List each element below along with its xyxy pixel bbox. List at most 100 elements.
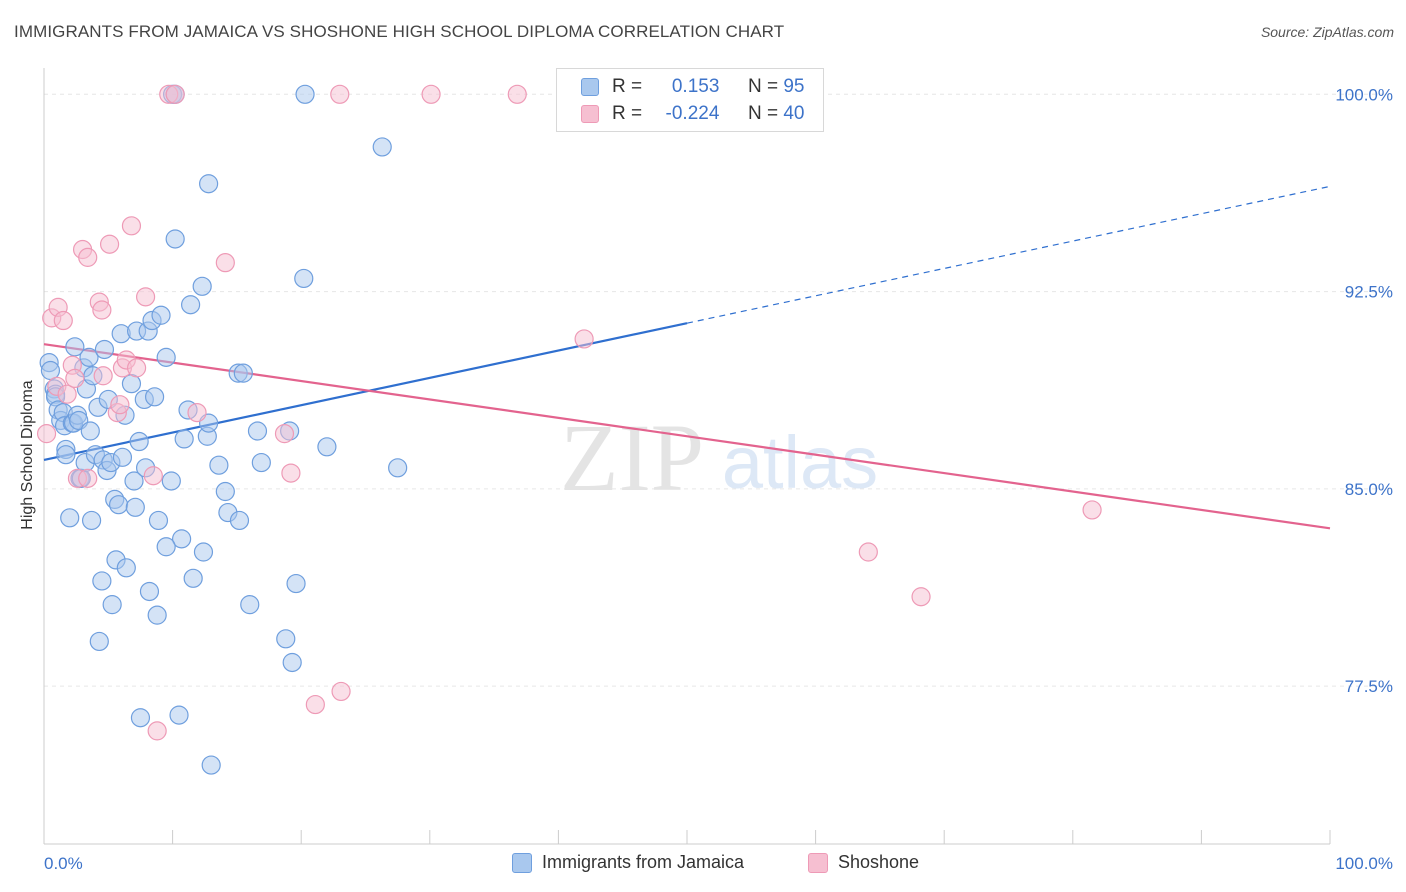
jamaica-point [89,631,109,652]
axes [43,68,1331,845]
tick-labels: 77.5% 85.0% 92.5% 100.0% 0.0% 100.0% [44,85,1393,873]
jamaica-point [251,452,271,473]
jamaica-point [148,510,169,531]
jamaica-point [94,339,115,360]
x-tick-label-min: 0.0% [44,854,83,873]
jamaica-point [165,229,185,249]
shoshone-point [78,468,98,488]
shoshone-point [36,424,57,444]
legend-label-shoshone: Shoshone [838,852,920,872]
shoshone-point [574,329,594,349]
jamaica-point [79,347,99,367]
shoshone-point [507,84,527,104]
jamaica-point [372,137,392,157]
legend-n-label: N = [747,103,779,124]
jamaica-point [125,497,145,517]
jamaica-point [174,429,194,449]
legend-swatch-blue [512,852,532,873]
shoshone-point [110,395,130,415]
source-label: Source: ZipAtlas.com [1260,24,1394,40]
shoshone-point [305,694,325,715]
legend-swatch-blue [581,78,599,96]
legend-swatch-pink [808,852,828,873]
jamaica-point [229,510,250,531]
bottom-legend: Immigrants from Jamaica Shoshone [0,852,1406,878]
shoshone-point [165,84,185,104]
jamaica-point [192,276,212,296]
shoshone-point [187,402,207,423]
legend-item-jamaica: Immigrants from Jamaica [512,852,744,873]
jamaica-point [317,437,337,457]
shoshone-point [1082,500,1102,520]
legend-r-label: R = [612,103,643,124]
y-tick-label: 85.0% [1345,480,1393,499]
jamaica-point [209,455,229,475]
shoshone-point [911,587,931,607]
shoshone-point [57,384,77,404]
jamaica-point [201,755,221,775]
shoshone-point [143,466,163,486]
jamaica-point [151,305,171,325]
jamaica-trend-extension [686,185,1331,324]
jamaica-point [286,573,306,594]
jamaica-point [169,705,189,725]
jamaica-point [65,337,85,357]
shoshone-point [274,424,295,444]
data-points [36,84,1102,775]
gridlines [44,93,1392,687]
jamaica-point [92,571,112,591]
watermark: ZIP atlas [560,404,878,511]
jamaica-point [295,84,315,104]
jamaica-point [388,458,408,478]
shoshone-point [135,287,156,307]
shoshone-point [65,368,85,388]
shoshone-point [99,234,120,254]
stats-legend: R = 0.153 N = 95 R = -0.224 N = 40 [556,68,824,132]
jamaica-point [247,421,268,441]
watermark-atlas: atlas [722,421,878,504]
jamaica-point [56,445,76,465]
shoshone-point [121,216,142,236]
legend-r-value: -0.224 [665,103,720,124]
jamaica-point [282,652,302,673]
legend-n-value: 95 [783,76,805,97]
x-tick-label-max: 100.0% [1335,854,1393,873]
shoshone-point [53,310,73,331]
legend-n-value: 40 [783,103,805,124]
legend-item-shoshone: Shoshone [808,852,919,873]
jamaica-point [147,605,167,625]
jamaica-point [112,447,133,467]
shoshone-point [330,84,350,104]
shoshone-point [147,721,167,741]
jamaica-point [108,495,129,515]
jamaica-point [102,595,122,615]
legend-n-label: N = [747,76,779,97]
jamaica-point [139,581,160,602]
jamaica-point [161,471,181,491]
shoshone-point [281,463,301,483]
jamaica-point [183,568,203,588]
shoshone-point [78,247,98,267]
shoshone-point [126,358,147,378]
jamaica-point [199,174,219,194]
jamaica-point [215,481,235,502]
jamaica-point [193,542,214,562]
y-tick-label: 100.0% [1335,85,1393,104]
legend-swatch-pink [581,105,599,123]
jamaica-point [81,510,102,531]
jamaica-point [240,595,260,615]
y-tick-label: 77.5% [1345,677,1393,696]
jamaica-point [156,537,176,557]
legend-r-value: 0.153 [671,76,720,97]
jamaica-point [80,421,100,441]
jamaica-point [276,629,296,649]
legend-label-jamaica: Immigrants from Jamaica [542,852,745,872]
legend-r-label: R = [612,76,643,97]
shoshone-point [215,253,235,273]
chart-title: IMMIGRANTS FROM JAMAICA VS SHOSHONE HIGH… [14,22,785,41]
jamaica-point [116,558,136,578]
watermark-zip: ZIP [560,404,704,511]
shoshone-point [331,681,351,702]
shoshone-point [93,366,113,386]
